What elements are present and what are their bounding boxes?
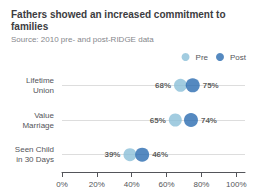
svg-text:68%: 68%: [155, 81, 171, 90]
svg-text:100%: 100%: [226, 180, 246, 189]
svg-text:Value: Value: [34, 111, 54, 120]
svg-text:Marriage: Marriage: [22, 121, 54, 130]
svg-text:Post: Post: [230, 53, 247, 62]
svg-text:0%: 0%: [56, 180, 68, 189]
svg-text:families: families: [11, 21, 49, 32]
svg-text:Source: 2010 pre- and post-RID: Source: 2010 pre- and post-RIDGE data: [11, 35, 154, 44]
svg-text:20%: 20%: [89, 180, 105, 189]
svg-text:74%: 74%: [201, 116, 217, 125]
svg-text:Lifetime: Lifetime: [26, 76, 55, 85]
svg-text:80%: 80%: [193, 180, 209, 189]
svg-text:65%: 65%: [150, 116, 166, 125]
svg-text:60%: 60%: [159, 180, 175, 189]
svg-text:Pre: Pre: [196, 53, 209, 62]
svg-text:39%: 39%: [104, 150, 120, 159]
svg-text:Seen Child: Seen Child: [15, 145, 54, 154]
svg-text:Fathers showed an increased co: Fathers showed an increased commitment t…: [11, 9, 228, 20]
svg-text:40%: 40%: [124, 180, 140, 189]
svg-text:75%: 75%: [203, 81, 219, 90]
svg-text:in 30 Days: in 30 Days: [16, 155, 54, 164]
svg-text:46%: 46%: [152, 150, 168, 159]
svg-text:Union: Union: [33, 86, 54, 95]
